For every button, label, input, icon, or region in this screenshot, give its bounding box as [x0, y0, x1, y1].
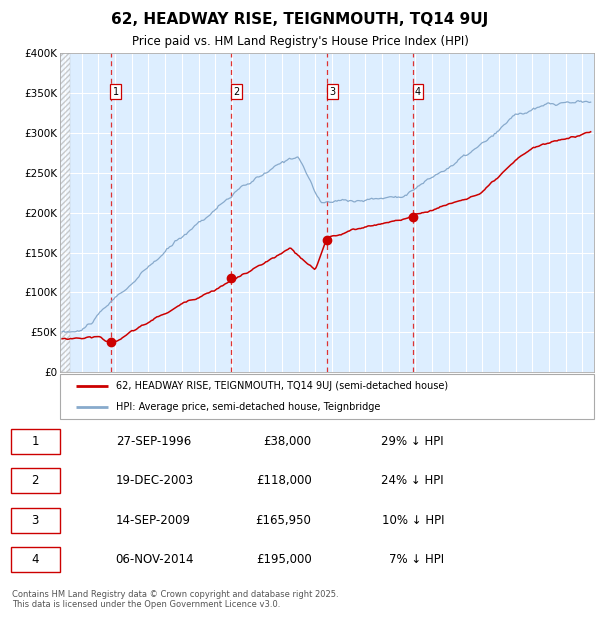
Text: Contains HM Land Registry data © Crown copyright and database right 2025.
This d: Contains HM Land Registry data © Crown c…: [12, 590, 338, 609]
FancyBboxPatch shape: [11, 547, 59, 572]
Text: 2: 2: [233, 87, 239, 97]
Text: 1: 1: [31, 435, 39, 448]
Text: 62, HEADWAY RISE, TEIGNMOUTH, TQ14 9UJ (semi-detached house): 62, HEADWAY RISE, TEIGNMOUTH, TQ14 9UJ (…: [116, 381, 448, 391]
Text: 4: 4: [415, 87, 421, 97]
Text: 2: 2: [31, 474, 39, 487]
Text: 19-DEC-2003: 19-DEC-2003: [116, 474, 194, 487]
Text: 10% ↓ HPI: 10% ↓ HPI: [382, 514, 444, 527]
Text: 29% ↓ HPI: 29% ↓ HPI: [382, 435, 444, 448]
Text: Price paid vs. HM Land Registry's House Price Index (HPI): Price paid vs. HM Land Registry's House …: [131, 35, 469, 48]
Text: HPI: Average price, semi-detached house, Teignbridge: HPI: Average price, semi-detached house,…: [116, 402, 380, 412]
Text: 3: 3: [31, 514, 39, 527]
Text: 06-NOV-2014: 06-NOV-2014: [116, 554, 194, 567]
FancyBboxPatch shape: [11, 429, 59, 454]
FancyBboxPatch shape: [11, 508, 59, 533]
Text: £165,950: £165,950: [256, 514, 311, 527]
Text: 1: 1: [113, 87, 119, 97]
Text: 3: 3: [329, 87, 335, 97]
Text: £118,000: £118,000: [256, 474, 311, 487]
FancyBboxPatch shape: [11, 469, 59, 494]
Text: £38,000: £38,000: [263, 435, 311, 448]
Text: 7% ↓ HPI: 7% ↓ HPI: [389, 554, 444, 567]
Text: 14-SEP-2009: 14-SEP-2009: [116, 514, 191, 527]
Text: 27-SEP-1996: 27-SEP-1996: [116, 435, 191, 448]
Text: 24% ↓ HPI: 24% ↓ HPI: [382, 474, 444, 487]
Text: 4: 4: [31, 554, 39, 567]
Text: 62, HEADWAY RISE, TEIGNMOUTH, TQ14 9UJ: 62, HEADWAY RISE, TEIGNMOUTH, TQ14 9UJ: [112, 12, 488, 27]
Text: £195,000: £195,000: [256, 554, 311, 567]
